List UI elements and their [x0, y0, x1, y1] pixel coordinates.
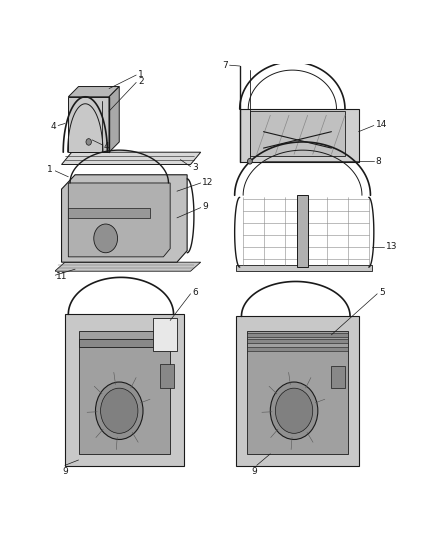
- Circle shape: [86, 139, 92, 145]
- Polygon shape: [78, 339, 170, 347]
- Circle shape: [247, 158, 252, 164]
- Circle shape: [276, 388, 313, 433]
- Polygon shape: [78, 330, 170, 454]
- Text: 11: 11: [57, 272, 68, 281]
- Polygon shape: [68, 183, 170, 257]
- Polygon shape: [237, 265, 372, 271]
- Circle shape: [270, 382, 318, 440]
- Polygon shape: [68, 207, 150, 218]
- Polygon shape: [247, 339, 348, 343]
- Bar: [332, 366, 345, 388]
- Polygon shape: [68, 86, 119, 97]
- Text: 9: 9: [251, 467, 257, 477]
- Polygon shape: [65, 314, 184, 466]
- Polygon shape: [250, 111, 345, 156]
- Text: 1: 1: [138, 70, 144, 79]
- Polygon shape: [68, 97, 109, 152]
- Polygon shape: [61, 152, 201, 165]
- Polygon shape: [55, 262, 201, 271]
- Circle shape: [101, 388, 138, 433]
- Text: 5: 5: [379, 288, 385, 297]
- Bar: [160, 364, 173, 388]
- Text: 6: 6: [192, 288, 198, 297]
- Polygon shape: [237, 317, 359, 466]
- Text: 9: 9: [202, 203, 208, 211]
- Text: 7: 7: [222, 61, 228, 70]
- Text: 12: 12: [202, 177, 214, 187]
- Text: 13: 13: [386, 242, 397, 251]
- Text: 4: 4: [104, 142, 110, 150]
- Text: 8: 8: [375, 157, 381, 166]
- Text: 1: 1: [47, 165, 53, 174]
- Polygon shape: [61, 175, 187, 262]
- Polygon shape: [153, 318, 177, 351]
- Polygon shape: [297, 195, 307, 267]
- Text: 3: 3: [192, 163, 198, 172]
- Text: 14: 14: [375, 120, 387, 129]
- Polygon shape: [247, 330, 348, 454]
- Circle shape: [95, 382, 143, 440]
- Text: 2: 2: [138, 77, 144, 86]
- Polygon shape: [240, 109, 359, 163]
- Text: 9: 9: [62, 467, 68, 477]
- Circle shape: [94, 224, 117, 253]
- Text: 4: 4: [51, 122, 57, 131]
- Polygon shape: [247, 333, 348, 337]
- Polygon shape: [109, 86, 119, 152]
- Polygon shape: [247, 347, 348, 351]
